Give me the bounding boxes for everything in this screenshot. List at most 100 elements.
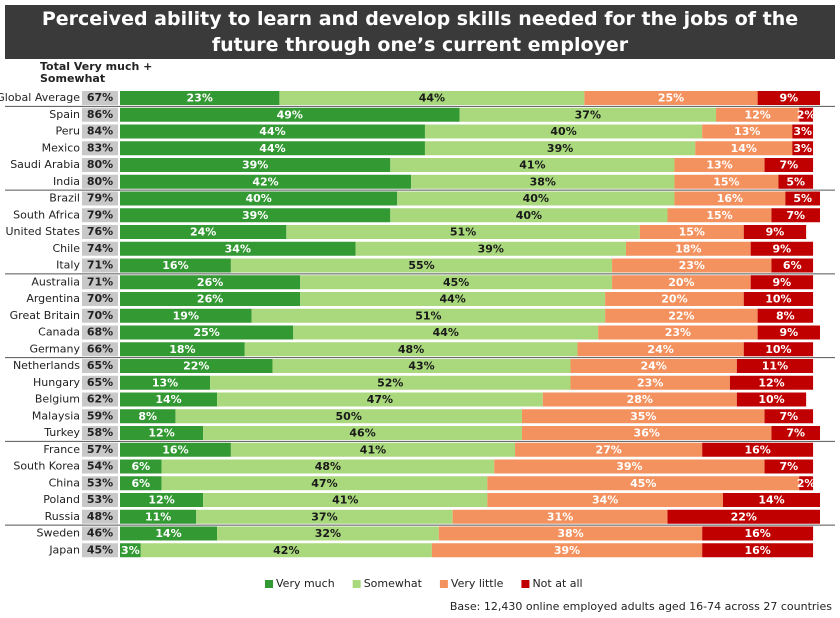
- bar-segment: [251, 308, 606, 323]
- bar-segment: [771, 426, 820, 440]
- value-label: 20%: [661, 293, 687, 306]
- bar-segment: [729, 375, 814, 390]
- total-box: [82, 325, 118, 340]
- bar-segment: [203, 493, 488, 507]
- bar-segment: [120, 258, 231, 273]
- bar-segment: [120, 275, 301, 290]
- value-label: 44%: [440, 293, 466, 306]
- bar-segment: [120, 476, 162, 491]
- value-label: 37%: [575, 108, 601, 121]
- bar-segment: [120, 459, 162, 474]
- value-label: 41%: [519, 159, 545, 172]
- category-label: India: [53, 175, 80, 188]
- bar-segment: [702, 124, 793, 139]
- value-label: 39%: [242, 209, 268, 222]
- value-label: 48%: [315, 460, 341, 473]
- value-label: 8%: [776, 309, 795, 322]
- total-label: 59%: [87, 409, 113, 422]
- total-box: [82, 275, 118, 290]
- total-label: 86%: [87, 108, 113, 121]
- value-label: 50%: [336, 410, 362, 423]
- value-label: 39%: [547, 142, 573, 155]
- value-label: 9%: [779, 92, 798, 105]
- value-label: 5%: [793, 192, 812, 205]
- bar-segment: [175, 409, 522, 424]
- value-label: 7%: [786, 209, 805, 222]
- category-label: Hungary: [33, 376, 80, 389]
- total-box: [82, 476, 118, 491]
- value-label: 40%: [516, 209, 542, 222]
- value-label: 39%: [242, 159, 268, 172]
- bar-segment: [695, 141, 793, 156]
- value-label: 11%: [145, 510, 171, 523]
- bar-segment: [424, 124, 703, 139]
- bar-segment: [120, 225, 287, 239]
- total-box: [82, 141, 118, 156]
- bar-segment: [120, 442, 231, 457]
- bar-segment: [743, 225, 807, 239]
- bar-segment: [764, 409, 814, 424]
- total-label: 58%: [87, 426, 113, 439]
- value-label: 19%: [173, 309, 199, 322]
- bar-segment: [120, 208, 391, 223]
- bar-segment: [515, 442, 703, 457]
- total-box: [82, 191, 118, 206]
- total-box: [82, 426, 118, 440]
- bar-segment: [390, 158, 675, 172]
- bar-segment: [120, 509, 197, 524]
- category-label: Saudi Arabia: [10, 158, 80, 171]
- bar-segment: [792, 141, 814, 156]
- total-label: 53%: [87, 493, 113, 506]
- total-box: [82, 91, 118, 105]
- total-label: 70%: [87, 309, 113, 322]
- bar-segment: [764, 158, 814, 172]
- bar-segment: [736, 392, 807, 407]
- bar-segment: [743, 292, 814, 306]
- bar-segment: [120, 359, 273, 373]
- value-label: 24%: [647, 343, 673, 356]
- bar-segment: [667, 208, 772, 223]
- value-label: 22%: [731, 510, 757, 523]
- value-label: 52%: [377, 376, 403, 389]
- value-label: 3%: [121, 544, 140, 557]
- total-label: 83%: [87, 141, 113, 154]
- category-label: Malaysia: [32, 409, 80, 422]
- value-label: 34%: [225, 242, 251, 255]
- bar-segment: [120, 158, 391, 172]
- legend-swatch: [265, 580, 273, 588]
- total-box: [82, 124, 118, 139]
- total-box: [82, 292, 118, 306]
- total-box: [82, 174, 118, 189]
- value-label: 38%: [557, 527, 583, 540]
- bar-segment: [799, 476, 814, 491]
- value-label: 2%: [797, 108, 816, 121]
- bar-segment: [757, 91, 820, 105]
- value-label: 9%: [779, 326, 798, 339]
- bar-segment: [577, 342, 744, 357]
- value-label: 9%: [773, 242, 792, 255]
- bar-segment: [217, 526, 439, 541]
- value-label: 25%: [658, 92, 684, 105]
- value-label: 7%: [779, 410, 798, 423]
- bar-segment: [743, 342, 814, 357]
- value-label: 49%: [277, 108, 303, 121]
- value-label: 10%: [765, 343, 791, 356]
- bar-segment: [196, 509, 453, 524]
- value-label: 11%: [762, 360, 788, 373]
- category-label: Belgium: [35, 393, 80, 406]
- bar-segment: [459, 107, 717, 122]
- bar-segment: [605, 292, 744, 306]
- bar-segment: [487, 493, 723, 507]
- category-label: Spain: [49, 108, 80, 121]
- bar-segment: [612, 275, 751, 290]
- bar-segment: [778, 174, 814, 189]
- value-label: 44%: [259, 125, 285, 138]
- value-label: 16%: [162, 259, 188, 272]
- category-label: Russia: [45, 510, 80, 523]
- value-label: 16%: [744, 443, 770, 456]
- value-label: 51%: [450, 226, 476, 239]
- bar-segment: [702, 543, 814, 558]
- value-label: 12%: [148, 427, 174, 440]
